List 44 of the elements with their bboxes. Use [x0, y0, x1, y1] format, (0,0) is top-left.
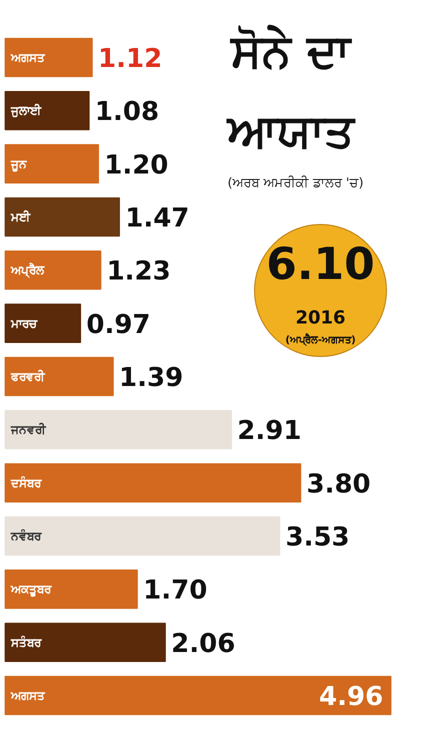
data-label: 1.23 [106, 256, 171, 287]
bar [4, 356, 114, 396]
annotation: 6.10 [266, 239, 375, 290]
y-tick-label: ਅਪ੍ਰੈਲ [10, 262, 45, 278]
y-tick-label: ਅਗਸਤ [10, 688, 46, 703]
bar [4, 410, 232, 450]
text: ਸੋਨੇ ਦਾ ਆਯਾਤ [226, 24, 356, 158]
data-label: 2.06 [171, 628, 236, 659]
annotation: (ਅਪ੍ਰੈਲ-ਅਗਸਤ) [285, 333, 356, 347]
data-label: 2.91 [237, 416, 302, 446]
data-label: 1.70 [143, 576, 208, 606]
bar [4, 91, 90, 130]
bar [4, 516, 280, 556]
y-tick-label: ਸਤੰਬਰ [10, 634, 42, 650]
y-tick-label: ਮਾਰਚ [10, 316, 38, 330]
bar [4, 622, 166, 662]
y-tick-label: ਜੁਲਾਈ [10, 104, 42, 118]
y-tick-label: ਨਵੰਬਰ [10, 528, 42, 544]
y-tick-label: ਮਈ [10, 210, 31, 224]
text: (ਅਰਬ ਅਮਰੀਕੀ ਡਾਲਰ 'ਚ) [227, 176, 364, 191]
data-label: 1.08 [94, 97, 160, 128]
data-label: 1.12 [98, 44, 162, 74]
bar [4, 38, 93, 78]
data-label: 1.20 [104, 150, 168, 180]
bar [4, 144, 99, 184]
bar [4, 570, 138, 609]
y-tick-label: ਜਨਵਰੀ [10, 422, 47, 437]
bar [4, 304, 82, 343]
bar [4, 463, 302, 502]
data-label: 1.39 [119, 363, 184, 393]
y-tick-label: ਫਰਵਰੀ [10, 370, 46, 384]
bar [4, 197, 120, 237]
bar [4, 250, 102, 290]
data-label: 3.53 [285, 522, 350, 553]
y-tick-label: ਦਸੰਬਰ [10, 474, 42, 490]
data-label: 4.96 [319, 682, 384, 712]
y-tick-label: ਜੂਨ [10, 156, 27, 173]
y-tick-label: ਅਗਸਤ [10, 50, 46, 64]
data-label: 1.47 [125, 203, 190, 234]
bar [4, 676, 392, 716]
data-label: 0.97 [86, 310, 151, 340]
y-tick-label: ਅਕਤੂਬਰ [10, 582, 52, 598]
data-label: 3.80 [306, 469, 371, 500]
annotation: 2016 [295, 308, 346, 328]
